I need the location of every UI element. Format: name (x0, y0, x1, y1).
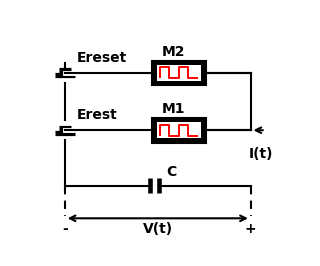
Bar (157, 122, 201, 138)
Text: +: + (245, 222, 257, 236)
Text: M1: M1 (162, 102, 186, 116)
Text: I(t): I(t) (248, 147, 273, 161)
Bar (152, 118, 206, 143)
Text: Erest: Erest (77, 108, 118, 122)
Bar (157, 65, 201, 81)
Text: -: - (62, 222, 68, 236)
Text: Ereset: Ereset (77, 51, 127, 65)
Text: V(t): V(t) (143, 222, 173, 236)
Text: M2: M2 (162, 44, 186, 59)
Bar (152, 61, 206, 85)
Text: C: C (166, 165, 177, 179)
